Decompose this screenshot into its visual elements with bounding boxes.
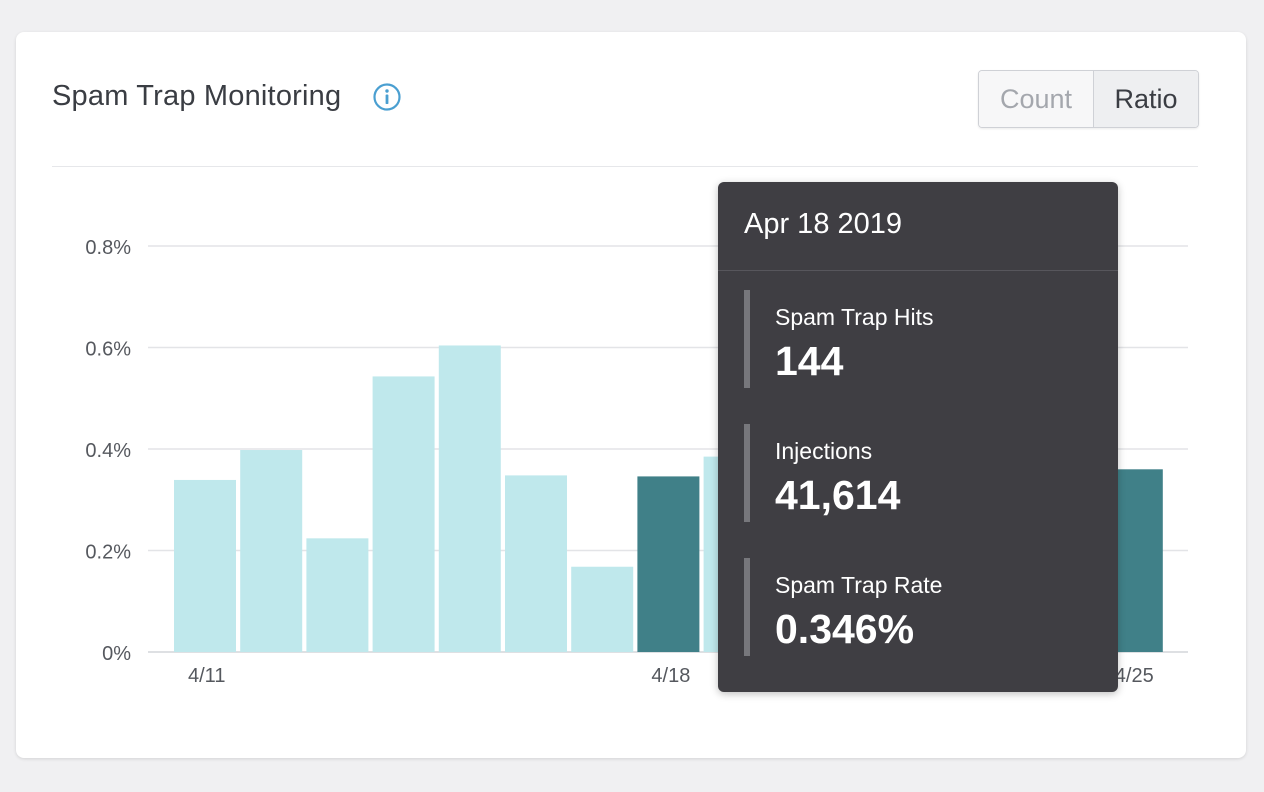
- y-tick-label: 0.2%: [85, 542, 131, 564]
- bar-4-11[interactable]: [174, 479, 236, 652]
- tooltip-row-spam-trap-rate: Spam Trap Rate 0.346%: [744, 558, 1094, 656]
- tooltip-value: 0.346%: [775, 606, 915, 652]
- bar-4-13[interactable]: [306, 538, 369, 652]
- chart-tooltip: Apr 18 2019 Spam Trap Hits 144 Injection…: [718, 182, 1118, 692]
- y-tick-label: 0.4%: [85, 440, 131, 462]
- bar-4-18[interactable]: [637, 476, 700, 652]
- tooltip-row-marker: [744, 290, 750, 388]
- info-icon[interactable]: [372, 82, 402, 112]
- bar-4-12[interactable]: [240, 450, 303, 652]
- x-tick-label: 4/18: [651, 665, 690, 687]
- count-button[interactable]: Count: [979, 71, 1094, 127]
- count-ratio-toggle[interactable]: Count Ratio: [978, 70, 1199, 128]
- bar-4-17[interactable]: [571, 566, 634, 652]
- y-tick-label: 0.8%: [85, 237, 131, 259]
- tooltip-row-marker: [744, 424, 750, 522]
- header-divider: [52, 166, 1198, 167]
- tooltip-row-marker: [744, 558, 750, 656]
- tooltip-label: Injections: [775, 438, 873, 464]
- tooltip-label: Spam Trap Rate: [775, 572, 943, 598]
- tooltip-value: 144: [775, 338, 844, 384]
- tooltip-label: Spam Trap Hits: [775, 304, 934, 330]
- bar-4-14[interactable]: [372, 376, 435, 652]
- bar-4-15[interactable]: [438, 345, 501, 652]
- card-title: Spam Trap Monitoring: [52, 80, 342, 112]
- tooltip-divider: [718, 270, 1118, 271]
- x-tick-label: 4/11: [188, 665, 225, 687]
- tooltip-date: Apr 18 2019: [744, 208, 903, 240]
- tooltip-row-spam-trap-hits: Spam Trap Hits 144: [744, 290, 1094, 388]
- ratio-button[interactable]: Ratio: [1094, 71, 1198, 127]
- bar-4-16[interactable]: [505, 475, 567, 652]
- y-tick-label: 0%: [102, 643, 131, 665]
- tooltip-row-injections: Injections 41,614: [744, 424, 1094, 522]
- y-tick-label: 0.6%: [85, 339, 131, 361]
- x-tick-label: 4/25: [1115, 665, 1154, 687]
- tooltip-value: 41,614: [775, 472, 901, 518]
